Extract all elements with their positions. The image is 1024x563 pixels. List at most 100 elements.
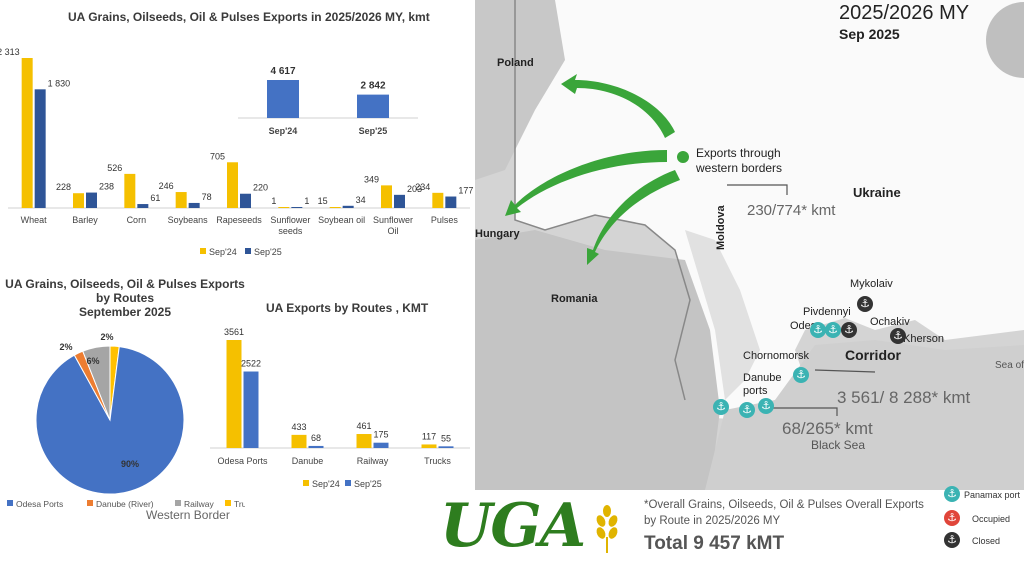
category-label: Soybean oil xyxy=(318,215,365,225)
footer-note-line-2: by Route in 2025/2026 MY xyxy=(644,515,781,527)
category-label: Soybeans xyxy=(168,215,209,225)
exports-label-line-2: western borders xyxy=(696,161,783,175)
bar-Sep24-8 xyxy=(432,192,444,208)
data-label: 78 xyxy=(202,192,212,202)
label-poland: Poland xyxy=(497,57,534,69)
category-label: Odesa Ports xyxy=(217,456,268,466)
bar-Sep25-7 xyxy=(394,194,405,208)
data-label: 117 xyxy=(422,431,436,441)
legend-label: Railway xyxy=(184,499,215,509)
border-lines xyxy=(514,0,691,401)
corner-shape xyxy=(986,2,1024,78)
legend-label: Sep'24 xyxy=(209,247,237,257)
arrow-poland xyxy=(561,74,675,138)
legend-swatch xyxy=(200,248,206,254)
total-bar-0 xyxy=(267,80,299,118)
sea-partial-label: Sea of xyxy=(995,360,1024,371)
exports-label-line-1: Exports through xyxy=(696,146,781,160)
anchor-icon: ⚓ xyxy=(810,322,826,338)
category-label: Sunflower xyxy=(373,215,413,225)
anchor-icon: ⚓ xyxy=(825,322,841,338)
map-shapes xyxy=(475,0,1024,490)
port-danube-line-1: Danube xyxy=(743,372,782,384)
label-romania: Romania xyxy=(551,293,598,305)
data-label: 2 842 xyxy=(360,81,385,92)
pie-slice-2 xyxy=(82,345,111,421)
data-label: 705 xyxy=(210,151,225,161)
data-label: 15 xyxy=(318,196,328,206)
route-bar-0-0 xyxy=(226,340,242,448)
bar-Sep24-0 xyxy=(21,58,33,208)
routes-pie-chart: 90% 2% 6% 2% xyxy=(35,332,185,495)
anchor-icon: ⚓ xyxy=(713,399,729,415)
route-bar-1-1 xyxy=(308,445,324,448)
category-label: Railway xyxy=(357,456,389,466)
corridor-value: 3 561/ 8 288* kmt xyxy=(837,388,971,407)
western-border-label: Western Border xyxy=(146,508,230,522)
bar-Sep25-1 xyxy=(86,192,97,208)
footer-total: Total 9 457 kMT xyxy=(644,533,785,554)
category-label: Oil xyxy=(388,226,399,236)
leader-lines xyxy=(727,184,876,416)
category-label: Barley xyxy=(72,215,98,225)
route-bar-2-0 xyxy=(356,434,372,448)
bar-Sep25-2 xyxy=(137,204,149,208)
data-label: 526 xyxy=(107,163,122,173)
data-label: 461 xyxy=(356,421,371,431)
port-chornomorsk: Chornomorsk xyxy=(743,350,810,362)
pie-label: 90% xyxy=(121,459,139,469)
data-label: 246 xyxy=(159,181,174,191)
bar-Sep25-0 xyxy=(34,89,46,208)
footer-note: *Overall Grains, Oilseeds, Oil & Pulses … xyxy=(644,497,924,529)
arrow-romania xyxy=(587,170,680,265)
category-label: Danube xyxy=(292,456,324,466)
pie-title-line-3: September 2025 xyxy=(78,305,172,319)
poland-shape xyxy=(475,0,565,180)
legend-panamax: Panamax port xyxy=(964,490,1021,500)
category-label: Sep'25 xyxy=(359,126,388,136)
exports-dot xyxy=(677,151,689,163)
pie-label: 2% xyxy=(100,332,113,342)
wheat-icon xyxy=(596,505,618,553)
uga-logo-text: UGA xyxy=(440,491,586,561)
legend-label: Trucks xyxy=(234,499,245,509)
data-label: 68 xyxy=(311,433,321,443)
export-map: 2025/2026 MY Sep 2025 Poland Hungary Rom… xyxy=(475,0,1024,490)
legend-label: Odesa Ports xyxy=(16,499,63,509)
exports-label: Exports through western borders xyxy=(696,146,782,176)
bar-Sep24-5 xyxy=(278,207,290,208)
anchor-icon: ⚓ xyxy=(739,402,755,418)
category-label: Sunflower xyxy=(270,215,310,225)
bar-Sep25-8 xyxy=(445,196,457,208)
data-label: 34 xyxy=(356,195,366,205)
anchor-icon: ⚓ xyxy=(841,322,857,338)
port-kherson: Kherson xyxy=(903,333,944,345)
legend-swatch xyxy=(7,500,13,506)
legend-swatch xyxy=(245,248,251,254)
category-label: Sep'24 xyxy=(269,126,298,136)
pie-label: 2% xyxy=(59,342,72,352)
route-bar-3-0 xyxy=(421,444,437,448)
bar-Sep24-6 xyxy=(329,207,341,208)
data-label: 2 313 xyxy=(0,47,20,57)
pie-title-line-2: by Routes xyxy=(95,291,154,305)
data-label: 228 xyxy=(56,182,71,192)
moldova-shape xyxy=(685,230,760,400)
category-label: Wheat xyxy=(21,215,48,225)
data-label: 234 xyxy=(415,182,430,192)
port-pivdennyi: Pivdennyi xyxy=(803,306,851,318)
port-ochakiv: Ochakiv xyxy=(870,316,910,328)
data-label: 177 xyxy=(458,186,473,196)
port-danube: Danube ports xyxy=(743,372,782,398)
map-subheader: Sep 2025 xyxy=(839,26,900,42)
data-label: 1 830 xyxy=(48,78,71,88)
data-label: 61 xyxy=(150,193,160,203)
pie-label: 6% xyxy=(86,356,99,366)
label-ukraine: Ukraine xyxy=(853,185,901,200)
bar-Sep24-3 xyxy=(175,192,187,208)
category-label: Rapeseeds xyxy=(216,215,262,225)
category-label: Trucks xyxy=(424,456,451,466)
pie-title-line-1: UA Grains, Oilseeds, Oil & Pulses Export… xyxy=(5,277,245,291)
label-moldova: Moldova xyxy=(715,205,727,250)
